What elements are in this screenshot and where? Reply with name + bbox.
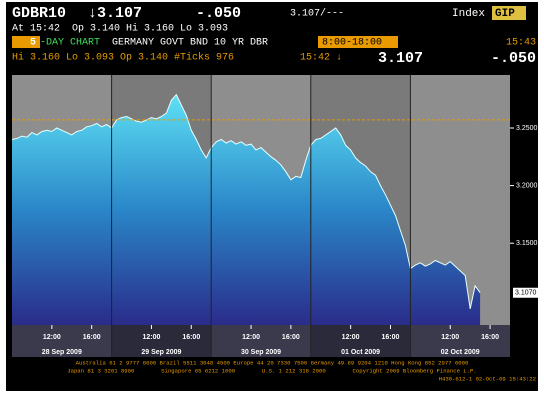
last-price: 3.107 xyxy=(378,50,423,67)
index-box xyxy=(492,6,526,20)
last-marker-box xyxy=(513,287,539,298)
day-label: 29 Sep 2009 xyxy=(141,349,181,356)
day-label: 02 Oct 2009 xyxy=(441,349,480,356)
x-tick-label: 12:00 xyxy=(43,334,61,341)
last-marker-label: 3.1070 xyxy=(515,290,537,297)
y-tick-label: 3.2000 xyxy=(516,182,538,189)
stats: Hi 3.160 Lo 3.093 Op 3.140 #Ticks 976 xyxy=(12,52,234,64)
tab-box xyxy=(12,36,40,48)
plot: 28 Sep 2009 29 Sep 2009 30 Sep 2009 01 Oct … xyxy=(11,75,539,357)
x-tick-label: 16:00 xyxy=(282,334,300,341)
y-tick-label: 3.2500 xyxy=(516,125,538,132)
last-change: -.050 xyxy=(491,50,536,67)
change: -.050 xyxy=(196,5,241,22)
index-label: Index xyxy=(452,8,485,20)
last: ↓3.107 xyxy=(88,5,142,22)
x-tick-label: 12:00 xyxy=(142,334,160,341)
x-tick-label: 16:00 xyxy=(83,334,101,341)
time-range: 8:00-18:00 xyxy=(322,38,382,49)
x-tick-label: 12:00 xyxy=(342,334,360,341)
last-time: 15:42 ↓ xyxy=(300,53,342,64)
footer: Japan 81 3 3201 8900 Singapore 65 6212 1… xyxy=(67,367,477,374)
day-label: 30 Sep 2009 xyxy=(241,349,281,356)
day-label: 01 Oct 2009 xyxy=(341,349,380,356)
summary: At 15:42 Op 3.140 Hi 3.160 Lo 3.093 xyxy=(12,23,228,35)
chart-title-b: GERMANY GOVT BND 10 YR DBR xyxy=(112,38,268,49)
x-tick-label: 12:00 xyxy=(441,334,459,341)
x-tick-label: 16:00 xyxy=(182,334,200,341)
chart-title-a: -DAY CHART xyxy=(40,38,100,49)
day-label: 28 Sep 2009 xyxy=(42,349,82,356)
x-tick-label: 16:00 xyxy=(481,334,499,341)
label-band xyxy=(410,325,510,357)
label-band xyxy=(111,325,212,357)
tab: 5 xyxy=(30,38,36,49)
symbol: GDBR10 xyxy=(12,5,66,22)
range-box xyxy=(318,36,398,48)
label-band xyxy=(310,325,411,357)
footer: Australia 61 2 9777 8600 Brazil 5511 304… xyxy=(76,359,469,366)
clock: 15:43 xyxy=(506,38,536,49)
footer: H430-612-1 02-Oct-09 15:43:22 xyxy=(439,375,536,382)
x-tick-label: 12:00 xyxy=(242,334,260,341)
x-tick-label: 16:00 xyxy=(382,334,400,341)
label-band xyxy=(12,325,112,357)
line xyxy=(11,93,481,310)
label-band xyxy=(211,325,311,357)
area xyxy=(12,94,481,325)
bidask: 3.107/--- xyxy=(290,8,344,20)
y-tick-label: 3.1500 xyxy=(516,240,538,247)
index-code: GIP xyxy=(495,8,515,20)
